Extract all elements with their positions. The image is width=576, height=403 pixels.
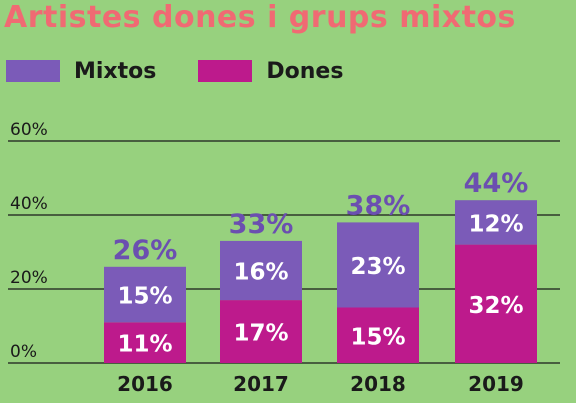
bar-mixtos-2016 (104, 266, 186, 323)
bar-dones-2017 (220, 300, 302, 363)
total-label: 38% (346, 190, 411, 221)
total-label: 26% (113, 235, 178, 266)
data-label-mixtos: 15% (117, 284, 172, 310)
data-label-mixtos: 23% (350, 254, 405, 280)
bar-mixtos-2018 (337, 222, 419, 308)
x-tick-label: 2019 (468, 372, 524, 396)
data-label-dones: 11% (117, 332, 172, 358)
data-label-dones: 15% (350, 324, 405, 350)
legend-swatch-dones (198, 60, 253, 82)
total-label: 33% (229, 209, 294, 240)
total-label: 44% (464, 168, 529, 199)
legend-label-mixtos: Mixtos (74, 58, 157, 84)
data-label-dones: 32% (468, 293, 523, 319)
chart-title: Artistes dones i grups mixtos (4, 0, 516, 35)
y-tick-label: 60% (10, 120, 48, 140)
x-tick-label: 2017 (233, 372, 289, 396)
y-tick-label: 20% (10, 268, 48, 288)
x-tick-label: 2016 (117, 372, 173, 396)
bar-mixtos-2019 (455, 200, 537, 245)
data-label-mixtos: 16% (233, 260, 288, 286)
bar-dones-2018 (337, 307, 419, 363)
data-label-mixtos: 12% (468, 211, 523, 237)
legend-item-dones: Dones (198, 59, 343, 84)
legend-swatch-mixtos (6, 60, 60, 82)
legend-label-dones: Dones (266, 58, 344, 84)
bar-dones-2019 (455, 244, 537, 363)
data-label-dones: 17% (233, 321, 288, 347)
x-tick-label: 2018 (350, 372, 406, 396)
y-tick-label: 0% (10, 342, 37, 362)
legend-item-mixtos: Mixtos (6, 59, 156, 84)
legend: Mixtos Dones (6, 54, 385, 88)
y-tick-label: 40% (10, 194, 48, 214)
bar-dones-2016 (104, 322, 186, 363)
bar-mixtos-2017 (220, 240, 302, 301)
